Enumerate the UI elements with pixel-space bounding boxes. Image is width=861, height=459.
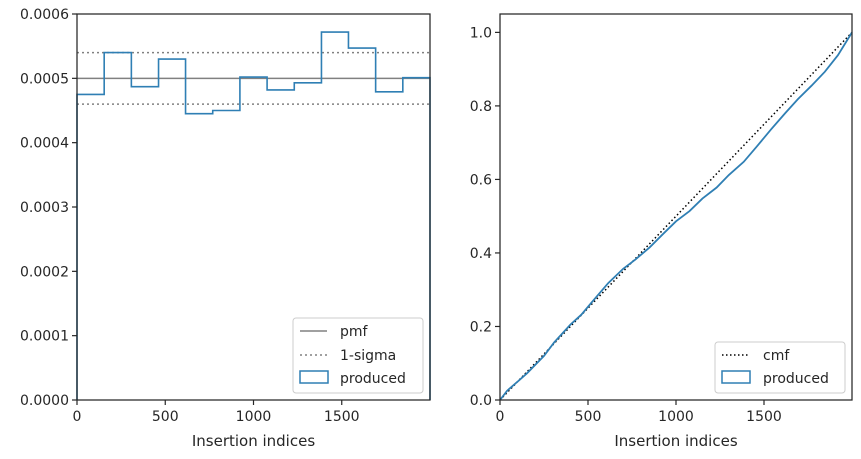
cmf-x-tick-label: 500	[575, 409, 602, 425]
pmf-y-tick-label: 0.0004	[20, 136, 69, 152]
cmf-x-tick-label: 1000	[658, 409, 694, 425]
cmf-y-tick-label: 0.2	[470, 319, 492, 335]
cmf-x-tick-label: 0	[496, 409, 505, 425]
cmf-y-tick-label: 0.4	[470, 246, 492, 262]
cmf-y-tick-label: 0.8	[470, 99, 492, 115]
cmf-x-axis-label: Insertion indices	[614, 432, 737, 450]
pmf-x-tick-label: 500	[152, 409, 179, 425]
legend-sigma-label: 1-sigma	[340, 348, 396, 364]
pmf-histogram-panel: 0 500 1000 1500 0.0000 0.0001 0.0002 0.0003 0.00…	[20, 7, 431, 450]
cmf-y-tick-label: 1.0	[470, 25, 492, 41]
cmf-y-tick-label: 0.6	[470, 172, 492, 188]
legend-cmf-produced-swatch	[721, 370, 751, 384]
pmf-y-tick-label: 0.0002	[20, 264, 69, 280]
pmf-y-tick-label: 0.0006	[20, 7, 69, 23]
produced-cumulative-line	[499, 31, 853, 401]
cmf-x-tick-label: 1500	[746, 409, 782, 425]
legend-pmf-label: pmf	[340, 324, 369, 340]
legend-cmf-produced-label: produced	[763, 371, 829, 387]
pmf-x-axis-label: Insertion indices	[192, 432, 315, 450]
pmf-y-tick-label: 0.0001	[20, 329, 69, 345]
pmf-x-tick-label: 0	[73, 409, 82, 425]
pmf-legend: pmf 1-sigma produced	[292, 317, 424, 394]
legend-cmf-label: cmf	[763, 348, 790, 364]
cmf-panel: 0 500 1000 1500 0.0 0.2 0.4 0.6 0.8 1.0 Insertion…	[470, 13, 853, 450]
produced-histogram-step	[76, 31, 431, 400]
pmf-y-tick-label: 0.0003	[20, 200, 69, 216]
pmf-x-tick-label: 1500	[324, 409, 360, 425]
cmf-legend: cmf produced	[714, 341, 846, 394]
pmf-legend-box	[292, 317, 424, 394]
pmf-x-tick-label: 1000	[236, 409, 272, 425]
legend-produced-label: produced	[340, 371, 406, 387]
pmf-y-tick-label: 0.0005	[20, 71, 69, 87]
legend-produced-swatch	[299, 370, 329, 384]
pmf-y-tick-label: 0.0000	[20, 393, 69, 409]
cmf-y-tick-label: 0.0	[470, 393, 492, 409]
cmf-plot-area	[500, 14, 852, 400]
